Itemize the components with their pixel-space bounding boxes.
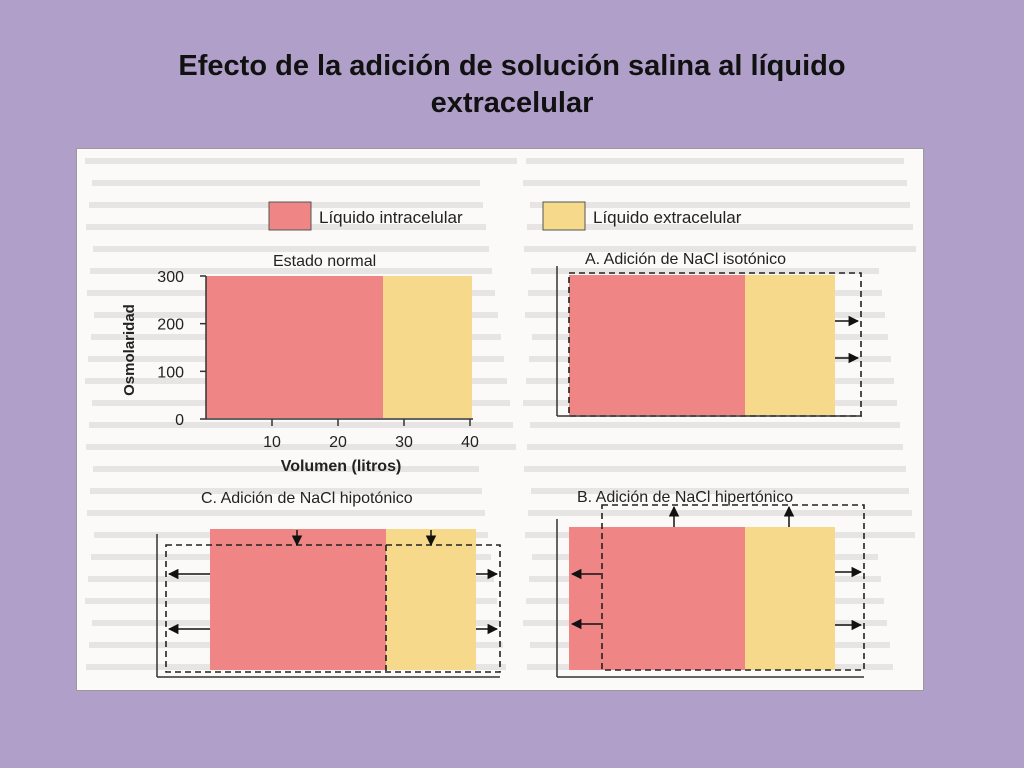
hypertonic-new-volume-outline xyxy=(601,504,865,671)
legend-label-extracellular: Líquido extracelular xyxy=(593,208,742,227)
normal-x-tick-label: 40 xyxy=(461,434,479,451)
panel-hypertonic-title: B. Adición de NaCl hipertónico xyxy=(577,489,793,506)
panel-normal: Estado normal 0 100 200 300 10 20 30 40 Osmola… xyxy=(121,253,479,475)
panel-hypotonic: C. Adición de NaCl hipotónico xyxy=(156,490,501,678)
normal-y-tick-label: 100 xyxy=(157,364,184,381)
slide-title: Efecto de la adición de solución salina … xyxy=(112,48,912,122)
normal-y-tick-label: 0 xyxy=(175,412,184,429)
slide-title-line-2: extracelular xyxy=(430,87,594,119)
fluid-diagram-figure: Líquido intracelular Líquido extracelula… xyxy=(76,148,924,691)
normal-x-axis-label: Volumen (litros) xyxy=(281,458,402,475)
fluid-diagram-svg: Líquido intracelular Líquido extracelula… xyxy=(85,158,916,678)
normal-intracellular-area xyxy=(206,276,383,418)
isotonic-intracellular-area xyxy=(569,275,745,415)
normal-x-tick-label: 30 xyxy=(395,434,413,451)
panel-hypotonic-title: C. Adición de NaCl hipotónico xyxy=(201,490,413,507)
legend-label-intracellular: Líquido intracelular xyxy=(319,208,463,227)
legend-swatch-extracellular xyxy=(542,201,586,231)
hypertonic-intracellular-area xyxy=(569,527,745,670)
panel-isotonic: A. Adición de NaCl isotónico xyxy=(556,251,862,417)
panel-isotonic-title: A. Adición de NaCl isotónico xyxy=(585,251,786,268)
panel-hypertonic: B. Adición de NaCl hipertónico xyxy=(556,489,865,678)
normal-x-tick-label: 20 xyxy=(329,434,347,451)
normal-y-tick-label: 200 xyxy=(157,317,184,334)
isotonic-extracellular-area xyxy=(745,275,835,415)
hypotonic-intracellular-area xyxy=(210,529,386,670)
normal-extracellular-area xyxy=(383,276,472,418)
normal-x-tick-label: 10 xyxy=(263,434,281,451)
hypotonic-extracellular-area xyxy=(386,529,476,670)
normal-y-axis-label: Osmolaridad xyxy=(121,304,138,396)
panel-normal-title: Estado normal xyxy=(273,253,376,270)
legend-swatch-intracellular xyxy=(268,201,312,231)
legend: Líquido intracelular Líquido extracelula… xyxy=(268,201,742,231)
hypertonic-extracellular-area xyxy=(745,527,835,670)
normal-y-tick-label: 300 xyxy=(157,269,184,286)
slide-title-line-1: Efecto de la adición de solución salina … xyxy=(178,50,846,82)
